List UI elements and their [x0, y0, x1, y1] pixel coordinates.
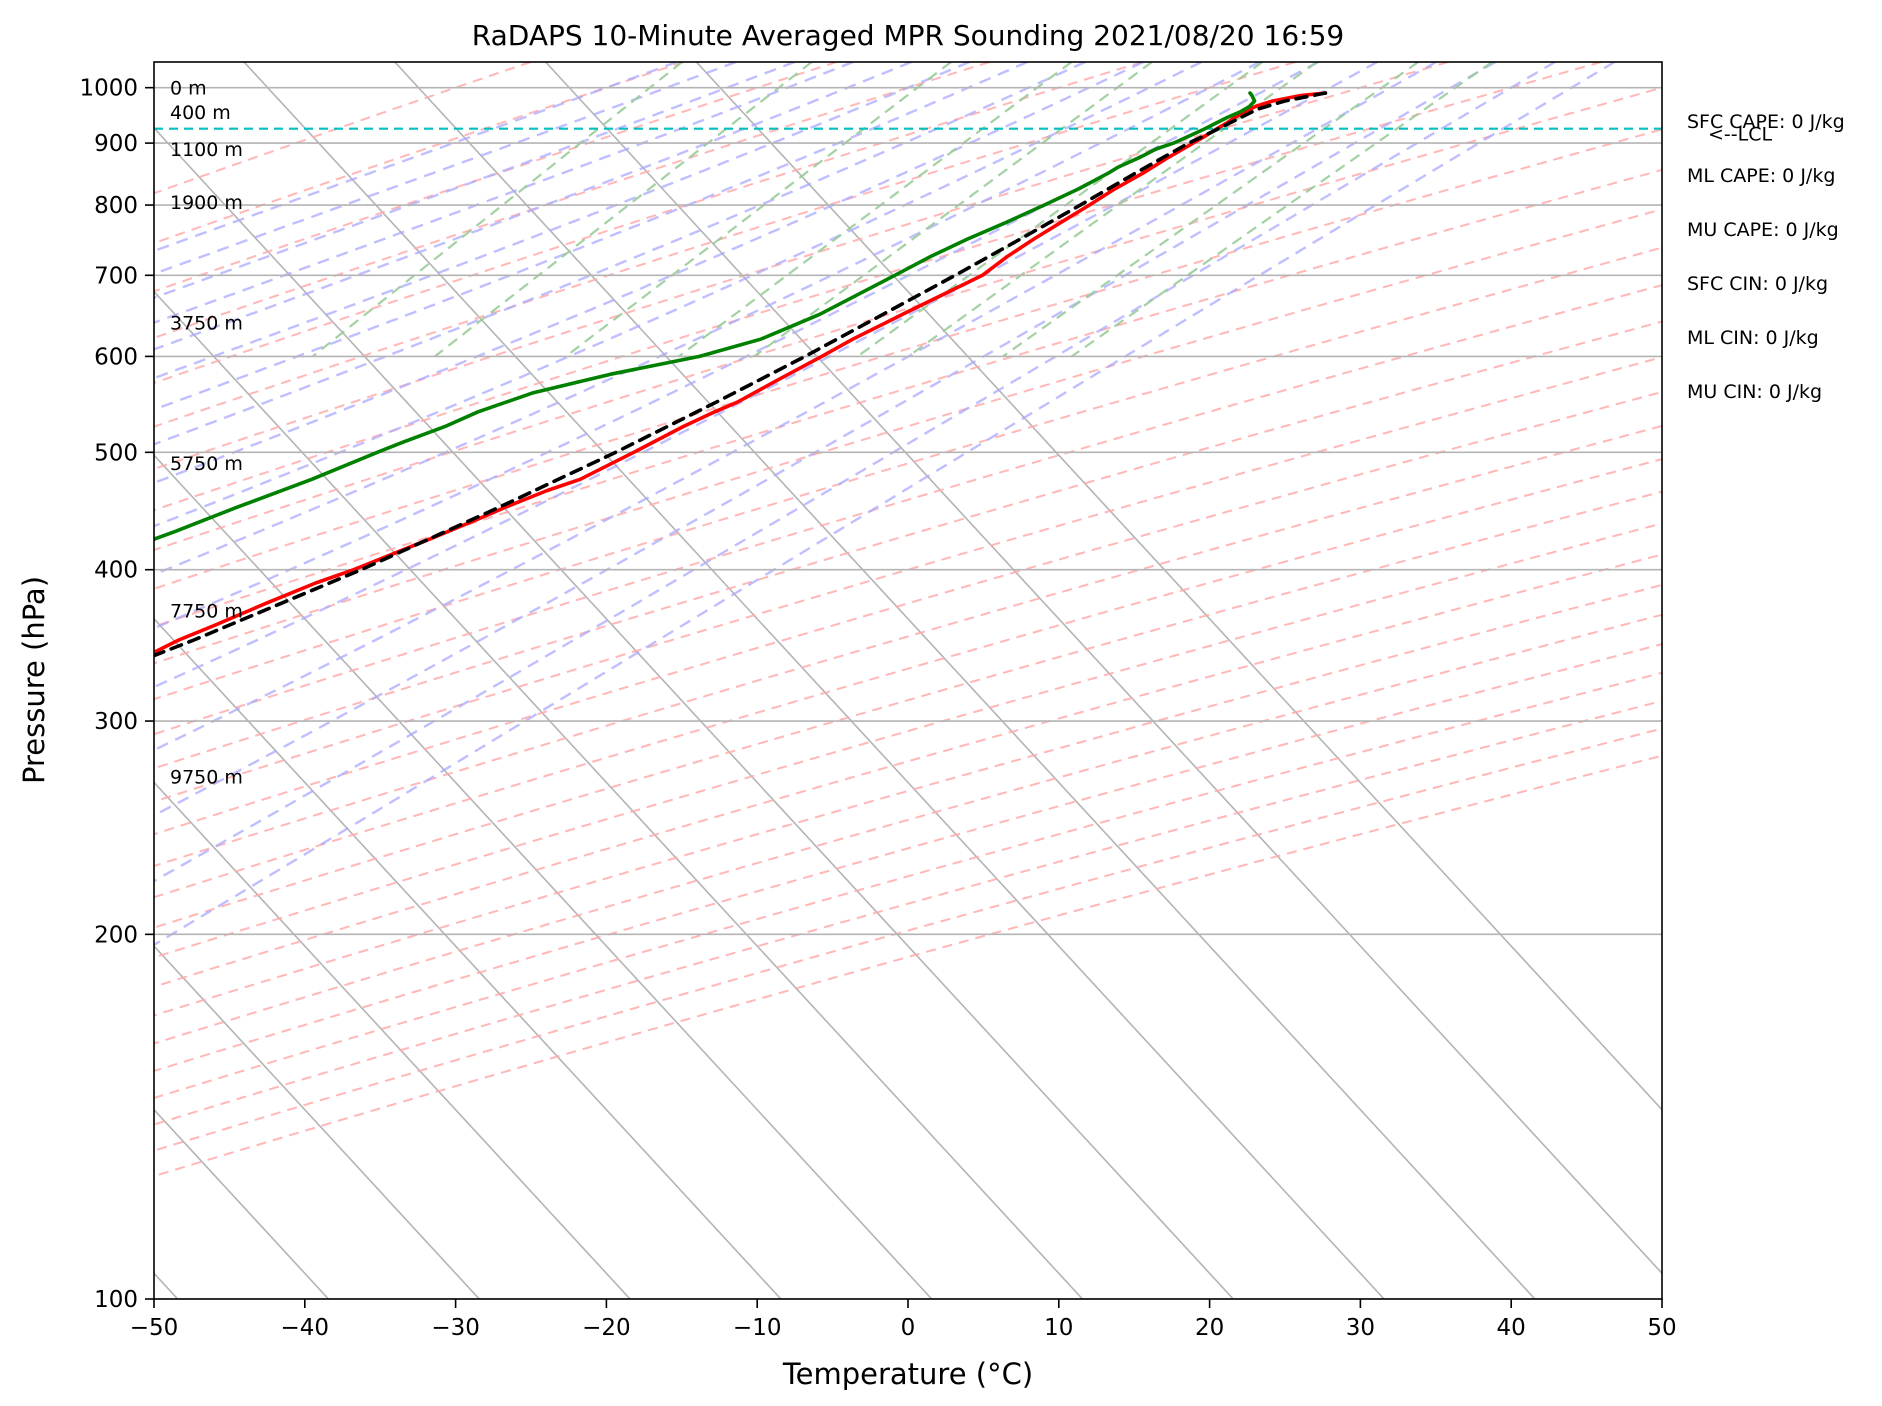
- x-tick-label: 10: [1044, 1315, 1073, 1341]
- height-label: 400 m: [170, 102, 231, 124]
- moist-adiabat-line: [154, 62, 970, 380]
- dry-adiabat-line: [154, 62, 1143, 385]
- x-tick-label: 20: [1195, 1315, 1224, 1341]
- mixing-ratio-line: [1071, 62, 1493, 358]
- height-label: 1900 m: [170, 192, 243, 214]
- stability-indices: SFC CAPE: 0 J/kg ML CAPE: 0 J/kg MU CAPE: …: [1687, 111, 1845, 403]
- y-tick-label: 500: [94, 440, 138, 466]
- dry-adiabat-line: [154, 62, 990, 339]
- isotherm-line: [154, 944, 480, 1299]
- x-tick-label: −10: [733, 1315, 782, 1341]
- mixing-ratio-line: [312, 62, 683, 358]
- dry-adiabat-line: [154, 284, 1662, 736]
- moist-adiabat-line: [154, 62, 1378, 689]
- mixing-ratio-line: [678, 62, 1073, 358]
- isotherm-line: [154, 617, 782, 1299]
- moist-adiabat-line: [154, 62, 1028, 411]
- mixing-ratio-line: [856, 62, 1264, 358]
- stability-index-label: SFC CAPE: 0 J/kg: [1687, 111, 1845, 133]
- x-axis-ticks: −50 −40 −30 −20 −10 0 10 20 30 40 50: [130, 1299, 1677, 1341]
- lcl-label: <--LCL: [1708, 124, 1772, 146]
- dry-adiabat-line: [154, 208, 1662, 665]
- height-label: 7750 m: [170, 601, 243, 623]
- isotherm-line: [154, 781, 631, 1299]
- dry-adiabat-line: [154, 671, 1662, 1100]
- pressure-gridlines: [154, 86, 1662, 1299]
- isotherm-line: [394, 62, 1536, 1299]
- y-tick-label: 1000: [79, 76, 138, 102]
- y-tick-label: 900: [94, 131, 138, 157]
- height-label: 0 m: [170, 78, 207, 100]
- stability-index-label: MU CAPE: 0 J/kg: [1687, 219, 1839, 241]
- y-tick-label: 100: [94, 1287, 138, 1313]
- height-label: 3750 m: [170, 312, 243, 334]
- mixing-ratio-line: [434, 62, 813, 358]
- x-tick-label: 50: [1647, 1315, 1676, 1341]
- moist-adiabat-line: [154, 62, 796, 299]
- dry-adiabat-line: [154, 490, 1662, 929]
- mixing-ratio-line: [907, 62, 1318, 358]
- dry-adiabat-line: [154, 699, 1662, 1126]
- y-tick-label: 400: [94, 558, 138, 584]
- moist-adiabat-line: [154, 62, 1144, 485]
- stability-index-label: SFC CIN: 0 J/kg: [1687, 273, 1828, 295]
- chart-title: RaDAPS 10-Minute Averaged MPR Sounding 2…: [472, 19, 1344, 52]
- dry-adiabat-line: [154, 168, 1662, 628]
- parcel-trace: [154, 91, 1328, 658]
- moist-adiabat-line: [154, 62, 1086, 446]
- y-tick-label: 300: [94, 709, 138, 735]
- y-tick-label: 200: [94, 922, 138, 948]
- height-label: 1100 m: [170, 139, 243, 161]
- y-tick-label: 700: [94, 263, 138, 289]
- dry-adiabat-line: [154, 727, 1662, 1152]
- stability-index-label: MU CIN: 0 J/kg: [1687, 381, 1822, 403]
- y-tick-label: 800: [94, 193, 138, 219]
- height-label: 9750 m: [170, 766, 243, 788]
- dry-adiabat-line: [154, 246, 1662, 701]
- x-tick-label: 30: [1346, 1315, 1375, 1341]
- isotherm-line: [243, 62, 1385, 1299]
- moist-adiabat-line: [154, 62, 1437, 752]
- moist-adiabat-line: [154, 62, 1261, 576]
- y-tick-label: 600: [94, 344, 138, 370]
- dry-adiabat-line: [154, 62, 837, 293]
- mixing-ratio-line: [565, 62, 952, 358]
- dewpoint-trace: [154, 91, 1257, 542]
- x-tick-label: 40: [1497, 1315, 1526, 1341]
- moist-adiabat-line: [154, 62, 1556, 883]
- y-axis-ticks: 1000 900 800 700 600 500 400 300 200 100: [79, 76, 154, 1313]
- dry-adiabat-line: [154, 424, 1662, 868]
- dry-adiabat-line: [154, 356, 1662, 803]
- sounding-series: [154, 91, 1328, 658]
- height-label: 5750 m: [170, 453, 243, 475]
- isotherm-line: [695, 62, 1662, 1111]
- isotherm-line: [154, 126, 1234, 1299]
- y-axis-label: Pressure (hPa): [17, 576, 51, 784]
- moist-adiabat-line: [154, 62, 1616, 947]
- x-tick-label: −50: [130, 1315, 179, 1341]
- x-tick-label: 0: [901, 1315, 916, 1341]
- dry-adiabat-line: [154, 553, 1662, 988]
- moist-adiabat-line: [154, 62, 1497, 817]
- x-tick-label: −30: [431, 1315, 480, 1341]
- stability-index-label: ML CIN: 0 J/kg: [1687, 327, 1819, 349]
- dry-adiabat-line: [154, 613, 1662, 1045]
- mixing-ratio-line: [753, 62, 1153, 358]
- isotherm-line: [154, 454, 933, 1299]
- stability-index-label: ML CAPE: 0 J/kg: [1687, 165, 1835, 187]
- x-tick-label: −20: [582, 1315, 631, 1341]
- x-tick-label: −40: [281, 1315, 330, 1341]
- isotherm-line: [154, 290, 1084, 1299]
- isotherm-line: [545, 62, 1662, 1275]
- x-axis-label: Temperature (°C): [782, 1357, 1033, 1391]
- mixing-ratio-line: [1002, 62, 1419, 358]
- moist-adiabat-line: [154, 62, 737, 276]
